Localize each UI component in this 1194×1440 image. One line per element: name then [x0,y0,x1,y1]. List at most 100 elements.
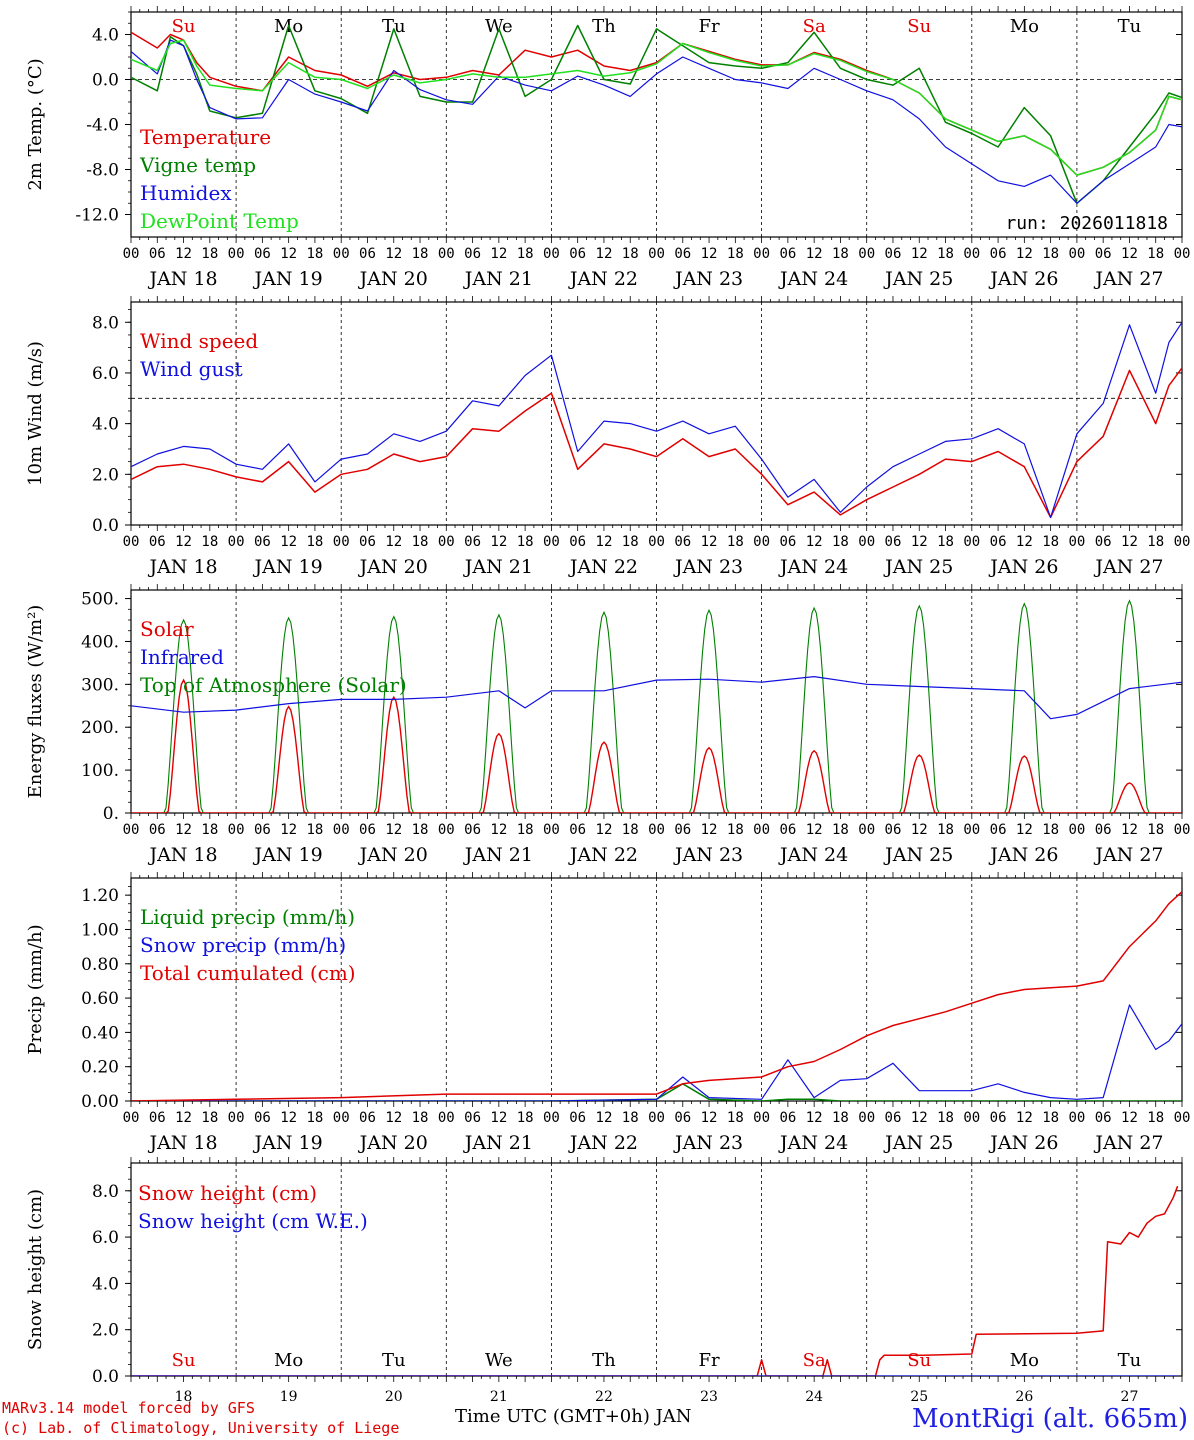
series-dewpoint-temp [131,39,1182,176]
x-hour-label: 12 [806,534,823,550]
legend: Snow height (cm) Snow height (cm W.E.) [138,1181,368,1233]
x-hour-label: 00 [648,822,665,838]
y-tick-label: 200. [81,718,119,738]
x-axis-title: Time UTC (GMT+0h) JAN [455,1406,692,1427]
legend-entry: Snow height (cm W.E.) [138,1209,368,1233]
x-hour-label: 06 [464,534,481,550]
x-hour-label: 18 [412,534,429,550]
x-hour-label: 06 [254,822,271,838]
y-tick-label: 6.0 [92,1228,119,1248]
x-hour-label: 00 [228,534,245,550]
x-hour-label: 18 [937,822,954,838]
x-day-label: JAN 23 [673,268,743,290]
weekday-label: Mo [1010,16,1039,37]
legend-entry: Liquid precip (mm/h) [140,905,355,929]
x-hour-label: 06 [779,1110,796,1126]
series-infrared [131,676,1182,720]
x-day-number: 22 [595,1389,613,1405]
x-hour-label: 12 [175,1110,192,1126]
x-hour-label: 06 [1095,246,1112,262]
x-day-label: JAN 23 [673,1132,743,1154]
x-hour-label: 12 [280,822,297,838]
x-hour-label: 06 [149,1110,166,1126]
x-hour-label: 06 [569,1110,586,1126]
x-hour-label: 00 [543,534,560,550]
x-day-label: JAN 27 [1093,556,1163,578]
x-day-label: JAN 25 [883,268,953,290]
weekday-label: Su [172,1350,196,1371]
x-hour-label: 18 [201,534,218,550]
legend: Wind speed Wind gust [140,329,258,381]
x-hour-label: 18 [1147,246,1164,262]
x-axis: 00 06 12 18 00 06 12 18 00 06 12 18 00 06 12 18 00 06 12 18… [123,872,1191,1154]
x-hour-label: 18 [832,534,849,550]
x-hour-label: 18 [937,534,954,550]
x-hour-label: 06 [569,246,586,262]
x-hour-label: 00 [648,534,665,550]
x-hour-label: 12 [806,246,823,262]
x-day-number: 20 [385,1389,403,1405]
x-hour-label: 06 [885,534,902,550]
x-hour-label: 00 [333,246,350,262]
x-hour-label: 18 [1147,822,1164,838]
y-axis-label: Precip (mm/h) [25,924,46,1054]
y-tick-label: 8.0 [92,1182,119,1202]
y-tick-label: 0.0 [92,1367,119,1387]
x-day-number: 25 [910,1389,928,1405]
legend: Liquid precip (mm/h) Snow precip (mm/h) To… [140,905,356,985]
y-tick-label: 0.40 [81,1023,119,1043]
x-hour-label: 00 [1174,822,1191,838]
series-top-of-atmosphere [131,599,1182,813]
x-hour-label: 12 [1121,822,1138,838]
x-hour-label: 12 [806,1110,823,1126]
x-hour-label: 18 [1042,246,1059,262]
y-tick-label: 300. [81,675,119,695]
x-hour-label: 12 [596,246,613,262]
x-hour-label: 06 [149,822,166,838]
y-tick-label: 4.0 [92,415,119,435]
plot-frame [130,301,1183,526]
x-hour-label: 06 [779,822,796,838]
x-hour-label: 12 [280,1110,297,1126]
x-hour-label: 18 [412,246,429,262]
x-hour-label: 00 [438,534,455,550]
y-tick-label: 0.60 [81,989,119,1009]
x-hour-label: 06 [149,534,166,550]
x-day-number: 26 [1015,1389,1033,1405]
x-day-number: 19 [280,1389,298,1405]
x-day-number: 24 [805,1389,823,1405]
x-hour-label: 12 [385,246,402,262]
x-hour-label: 06 [674,246,691,262]
y-axis-label: Energy fluxes (W/m²) [25,605,46,799]
x-hour-label: 12 [911,822,928,838]
x-hour-label: 18 [306,534,323,550]
y-tick-label: 0.20 [81,1058,119,1078]
x-hour-label: 00 [438,1110,455,1126]
x-hour-label: 12 [175,822,192,838]
x-hour-label: 12 [806,822,823,838]
x-day-label: JAN 20 [358,844,428,866]
x-hour-label: 18 [832,822,849,838]
x-hour-label: 12 [175,246,192,262]
x-hour-label: 06 [359,1110,376,1126]
x-day-label: JAN 20 [358,556,428,578]
weekday-label: Tu [382,16,406,37]
x-hour-label: 00 [1174,1110,1191,1126]
x-hour-label: 12 [596,534,613,550]
x-hour-label: 00 [963,534,980,550]
weekday-label: Su [172,16,196,37]
y-tick-label: -12.0 [75,206,119,226]
x-day-number: 21 [490,1389,508,1405]
y-tick-label: 100. [81,761,119,781]
x-day-label: JAN 22 [568,556,638,578]
x-hour-label: 12 [280,534,297,550]
x-hour-label: 12 [1016,822,1033,838]
x-day-label: JAN 24 [778,1132,848,1154]
y-tick-label: 4.0 [92,26,119,46]
panel-5: 0.0 2.0 4.0 6.0 8.0 Snow height (cm) 18 Su 19 Mo 2… [25,1157,1183,1405]
x-hour-label: 00 [543,1110,560,1126]
x-day-label: JAN 18 [147,1132,217,1154]
series-wind-gust [131,321,1182,518]
weekday-label: Su [907,1350,931,1371]
